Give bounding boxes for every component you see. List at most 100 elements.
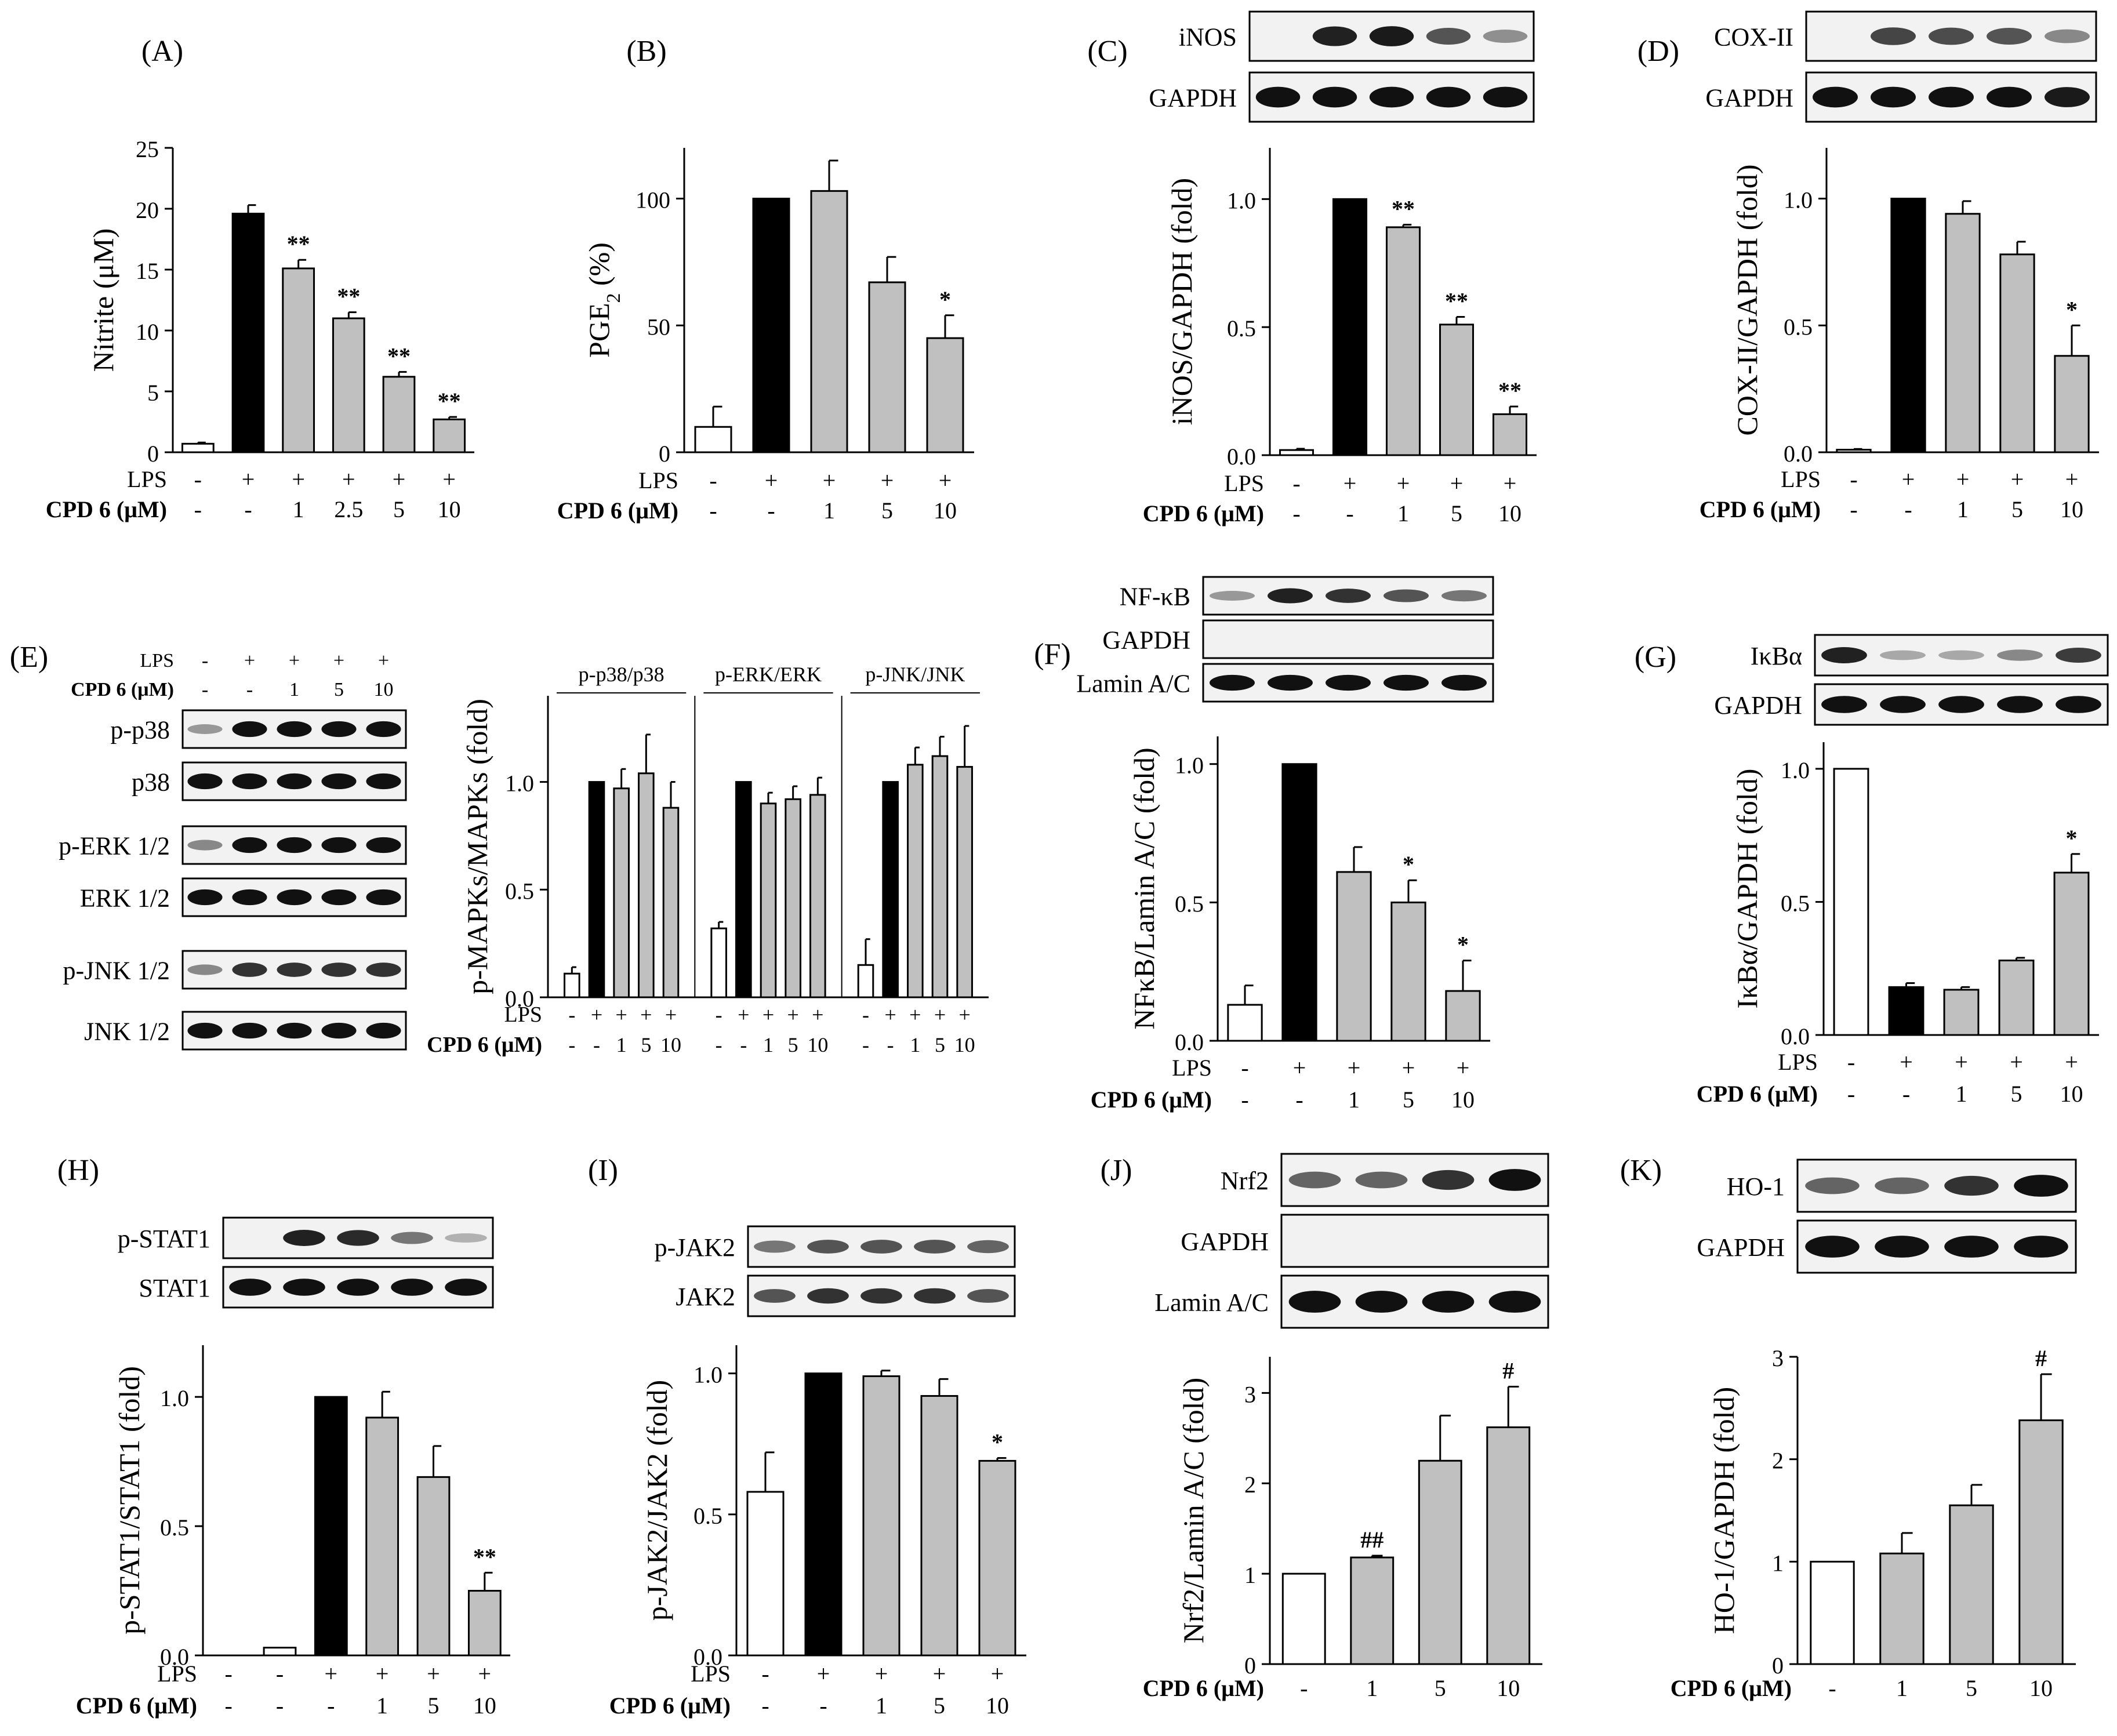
bar <box>1445 990 1481 1042</box>
blot-band <box>366 889 401 906</box>
row-value: 10 <box>1498 500 1522 526</box>
bar <box>638 772 655 998</box>
y-tick-label: 5 <box>147 380 159 406</box>
bar <box>694 426 732 453</box>
blot-band <box>321 1022 357 1039</box>
row-value: 1 <box>1957 496 1969 522</box>
blot-label: COX-II <box>1714 23 1793 52</box>
significance-label: ** <box>337 284 360 310</box>
significance-label: ** <box>473 1543 496 1570</box>
blot-band <box>232 721 267 738</box>
row-label: CPD 6 (μM) <box>46 496 167 522</box>
blot-band <box>321 963 357 977</box>
panel-label: (G) <box>1635 641 1676 674</box>
blot-band <box>2056 648 2101 663</box>
blot-band <box>1326 674 1371 691</box>
bar <box>746 1491 785 1657</box>
bar <box>662 807 680 998</box>
panel-F: (F) NF-κB GAPDH Lamin A/C 0.0 0.5 1.0 NFκB/Lami… <box>1034 576 1494 1113</box>
blot-band <box>1422 1291 1475 1313</box>
significance-label: ** <box>438 388 461 414</box>
bar <box>365 1417 400 1657</box>
blot-band <box>1426 86 1471 108</box>
row-value: 1 <box>376 1693 388 1719</box>
blot-band <box>914 1240 956 1254</box>
row-value: + <box>738 1003 749 1026</box>
blot-band <box>1944 1236 1999 1258</box>
y-axis-label-part: iNOS/GAPDH (fold) <box>1165 178 1198 425</box>
blot-band <box>445 1279 487 1296</box>
y-tick-label: 1.0 <box>160 1385 189 1411</box>
row-value: + <box>812 1003 823 1026</box>
blot-band <box>277 889 312 906</box>
panel-label: (K) <box>1620 1154 1662 1187</box>
row-value: - <box>1300 1675 1308 1701</box>
blot-band <box>277 773 312 790</box>
blot-band <box>1871 86 1916 108</box>
y-axis-label-part: p-STAT1/STAT1 (fold) <box>113 1366 146 1635</box>
panel-label: (C) <box>1087 35 1127 68</box>
bar <box>868 281 906 453</box>
y-axis-label: Nrf2/Lamin A/C (fold) <box>1177 1378 1210 1643</box>
blot-band <box>1312 86 1357 108</box>
y-tick-label: 1.0 <box>1175 753 1204 779</box>
blot-band <box>1880 696 1926 713</box>
blot-band <box>366 773 401 790</box>
row-value: + <box>616 1003 627 1026</box>
y-tick-label: 2 <box>1244 1472 1256 1498</box>
panel-label: (I) <box>588 1154 618 1187</box>
blot-header-value: 1 <box>289 679 299 700</box>
blot-band <box>1821 647 1867 663</box>
panel-C: (C) iNOS GAPDH 0.0 0.5 1.0 iNOS/GAPDH (fold) **… <box>1087 10 1537 526</box>
y-tick-label: 1.0 <box>505 771 534 797</box>
blot-header-value: - <box>202 650 208 671</box>
y-tick-label: 0.0 <box>160 1644 189 1670</box>
row-value: + <box>292 466 305 492</box>
y-tick-label: 2 <box>1772 1448 1784 1474</box>
blot-band <box>1288 1291 1341 1313</box>
row-value: 5 <box>393 496 405 522</box>
row-value: + <box>442 466 456 492</box>
group-title: p-p38/p38 <box>579 663 664 686</box>
y-tick-label: 0.0 <box>693 1644 722 1670</box>
row-value: + <box>2011 466 2024 492</box>
blot-band <box>860 1288 902 1304</box>
row-value: + <box>1343 470 1357 496</box>
panel-label: (J) <box>1101 1154 1132 1187</box>
y-axis-label: p-JAK2/JAK2 (fold) <box>641 1380 673 1621</box>
y-tick-label: 1.0 <box>693 1362 722 1388</box>
blot-band <box>754 1240 796 1253</box>
significance-label: ## <box>1360 1527 1384 1553</box>
row-label: CPD 6 (μM) <box>609 1693 731 1719</box>
blot-band <box>321 721 357 738</box>
panel-label: (D) <box>1637 35 1679 68</box>
row-label: CPD 6 (μM) <box>1091 1087 1212 1113</box>
blot-band <box>1268 588 1313 604</box>
bar <box>1486 1426 1531 1665</box>
y-axis-label-part: /GAPDH (fold) <box>1731 769 1763 950</box>
bar <box>931 755 949 998</box>
row-value: - <box>593 1033 600 1056</box>
y-axis-label-part: I <box>1731 999 1763 1009</box>
bar <box>2054 355 2090 453</box>
row-value: + <box>2065 466 2079 492</box>
panel-H: (H) p-STAT1 STAT1 0.0 0.5 1.0 p-STAT1/STAT1 (f… <box>57 1154 510 1719</box>
y-tick-label: 50 <box>647 314 670 340</box>
bar <box>1227 1004 1263 1042</box>
significance-label: ** <box>1392 196 1415 222</box>
row-value: 5 <box>1966 1675 1977 1701</box>
blot-label: IκBα <box>1751 642 1802 670</box>
row-value: 10 <box>2060 1081 2083 1107</box>
bar <box>1999 253 2035 453</box>
row-value: + <box>478 1661 492 1687</box>
blot-band <box>1426 28 1471 45</box>
bar <box>752 198 790 453</box>
row-value: 5 <box>641 1033 651 1056</box>
row-value: + <box>881 467 894 493</box>
blot-band <box>1871 27 1916 45</box>
y-axis-label-part: 2 <box>603 293 624 303</box>
row-label: CPD 6 (μM) <box>1143 500 1264 526</box>
row-value: - <box>740 1033 747 1056</box>
y-axis-label-part: COX-II/GAPDH (fold) <box>1731 165 1763 436</box>
blot-band <box>1441 674 1487 691</box>
